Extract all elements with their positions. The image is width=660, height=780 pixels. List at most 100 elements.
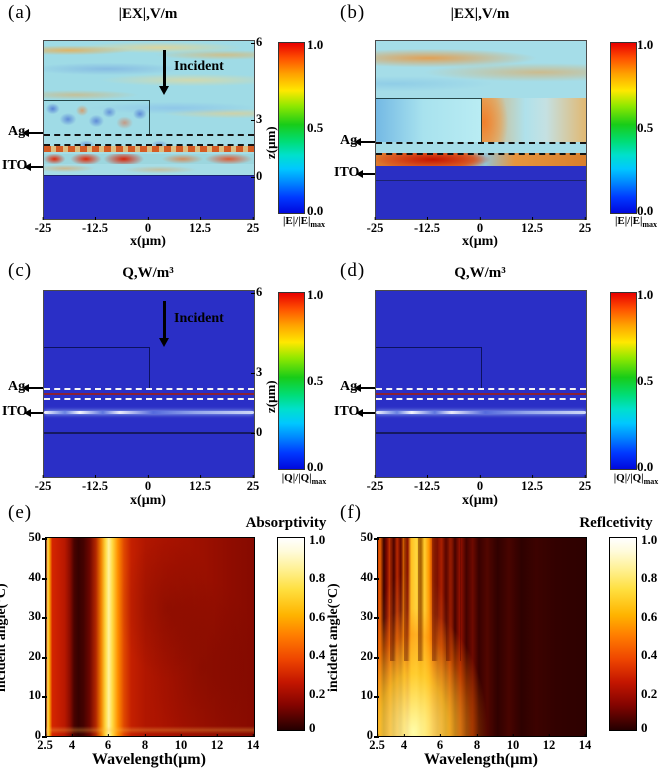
reflectivity-heatmap-streaks — [390, 538, 462, 661]
ito-label: ITO — [2, 158, 28, 173]
x-axis-label: x(μm) — [462, 493, 498, 508]
ag-arrow — [22, 384, 43, 392]
step-outline — [376, 346, 482, 389]
z-tick: 0 — [250, 425, 263, 439]
colorbar-title: Absorptivity — [245, 515, 327, 531]
substrate-region — [44, 176, 254, 219]
ito-arrow — [24, 409, 43, 417]
x-tick: 8 — [141, 734, 149, 752]
colorbar-tick: 0.5 — [637, 373, 654, 388]
y-tick: 50 — [11, 530, 47, 545]
y-tick: 0 — [11, 728, 47, 743]
field-map-region — [376, 97, 481, 143]
colorbar-tick: 0 — [641, 720, 648, 735]
x-tick: -25 — [366, 475, 384, 493]
colorbar-label-base: |Q|/|Q| — [281, 472, 312, 484]
colorbar-tick: 1.0 — [637, 287, 654, 302]
x-tick: 6 — [104, 734, 112, 752]
colorbar-tick: 0.0 — [637, 203, 654, 218]
x-tick: 4 — [68, 734, 76, 752]
panel-c: (c) Q,W/m³ Incident Ag ITO -25 -12.5 0 1… — [0, 256, 330, 510]
colorbar-tick: 0.6 — [309, 609, 326, 624]
panel-d-plot — [375, 290, 587, 478]
colorbar-label: |E|/|E|max — [604, 215, 660, 229]
colorbar-hot — [277, 537, 305, 731]
colorbar-tick: 0.5 — [307, 373, 324, 388]
panel-b-title: |EX|,V/m — [450, 6, 510, 22]
ito-label: ITO — [2, 404, 28, 419]
y-tick: 10 — [11, 688, 47, 703]
ag-arrow — [354, 384, 375, 392]
y-tick: 40 — [11, 570, 47, 585]
y-tick: 50 — [343, 530, 379, 545]
colorbar-label-base: |E|/|E| — [282, 215, 311, 227]
x-tick: 2.5 — [369, 734, 385, 752]
colorbar-label-base: |E|/|E| — [614, 215, 643, 227]
colorbar-label-sub: max — [643, 477, 659, 487]
colorbar-tick: 1.0 — [637, 37, 654, 52]
colorbar-label: |Q|/|Q|max — [272, 472, 336, 486]
ag-label: Ag — [8, 124, 26, 139]
ag-top-dashed-line — [44, 387, 254, 390]
colorbar-hot — [609, 537, 637, 731]
colorbar-jet — [278, 42, 305, 214]
ito-arrow — [24, 163, 43, 171]
y-tick: 30 — [343, 609, 379, 624]
z-tick: 0 — [250, 169, 263, 183]
field-map-region — [481, 97, 586, 143]
panel-f: (f) Reflcetivity 50 40 30 20 10 0 incide… — [326, 500, 660, 780]
x-tick: 25 — [578, 217, 592, 235]
panel-c-title: Q,W/m³ — [122, 265, 174, 281]
x-tick: 8 — [473, 734, 481, 752]
panel-b: (b) |EX|,V/m Ag ITO -25 -12.5 0 12.5 25 … — [332, 0, 660, 256]
colorbar-tick: 0.2 — [641, 686, 658, 701]
z0-interface-line — [44, 432, 254, 434]
colorbar-label: |E|/|E|max — [272, 215, 336, 229]
ito-arrow — [356, 170, 375, 178]
colorbar-tick: 0.0 — [637, 459, 654, 474]
ito-arrow — [356, 409, 375, 417]
absorptivity-heatmap — [46, 538, 254, 736]
x-axis-label: Wavelength(μm) — [424, 751, 538, 768]
panel-a-plot: Incident — [43, 40, 255, 220]
y-axis-label: incident angle(°C) — [0, 583, 9, 692]
x-tick: 12.5 — [521, 475, 543, 493]
x-tick: -25 — [34, 475, 52, 493]
x-axis-label: x(μm) — [462, 234, 498, 249]
colorbar-jet — [278, 292, 305, 470]
x-tick: -12.5 — [81, 475, 109, 493]
step-outline — [44, 99, 150, 135]
x-tick: 10 — [174, 734, 188, 752]
x-tick: 10 — [506, 734, 520, 752]
ag-top-dashed-line — [376, 387, 586, 390]
ag-label: Ag — [340, 379, 358, 394]
colorbar-tick: 0.6 — [641, 609, 658, 624]
panel-e: (e) Absorptivity 50 40 30 20 10 0 incide… — [0, 500, 330, 780]
panel-a-label: (a) — [8, 2, 33, 23]
panel-f-label: (f) — [340, 502, 362, 523]
y-axis-label: incident angle(°C) — [326, 583, 341, 692]
panel-e-plot — [45, 537, 255, 737]
colorbar-tick: 1.0 — [307, 287, 324, 302]
panel-d-title: Q,W/m³ — [454, 265, 506, 281]
z0-interface-line — [44, 175, 254, 177]
z0-interface-line — [376, 179, 586, 182]
panel-d-label: (d) — [340, 260, 366, 281]
ag-bottom-dashed-line — [44, 397, 254, 400]
x-tick: 14 — [578, 734, 592, 752]
x-tick: 0 — [144, 217, 152, 235]
panel-b-label: (b) — [340, 2, 366, 23]
colorbar-tick: 1.0 — [641, 532, 658, 547]
incident-arrow — [159, 301, 169, 347]
colorbar-tick: 0.4 — [309, 647, 326, 662]
ito-dissipation-line — [44, 410, 254, 414]
x-tick: 2.5 — [37, 734, 53, 752]
colorbar-tick: 1.0 — [307, 37, 324, 52]
incident-arrow — [159, 50, 169, 95]
y-tick: 20 — [11, 649, 47, 664]
x-tick: 0 — [476, 475, 484, 493]
x-tick: -25 — [34, 217, 52, 235]
x-tick: 25 — [578, 475, 592, 493]
y-tick: 40 — [343, 570, 379, 585]
x-tick: -25 — [366, 217, 384, 235]
